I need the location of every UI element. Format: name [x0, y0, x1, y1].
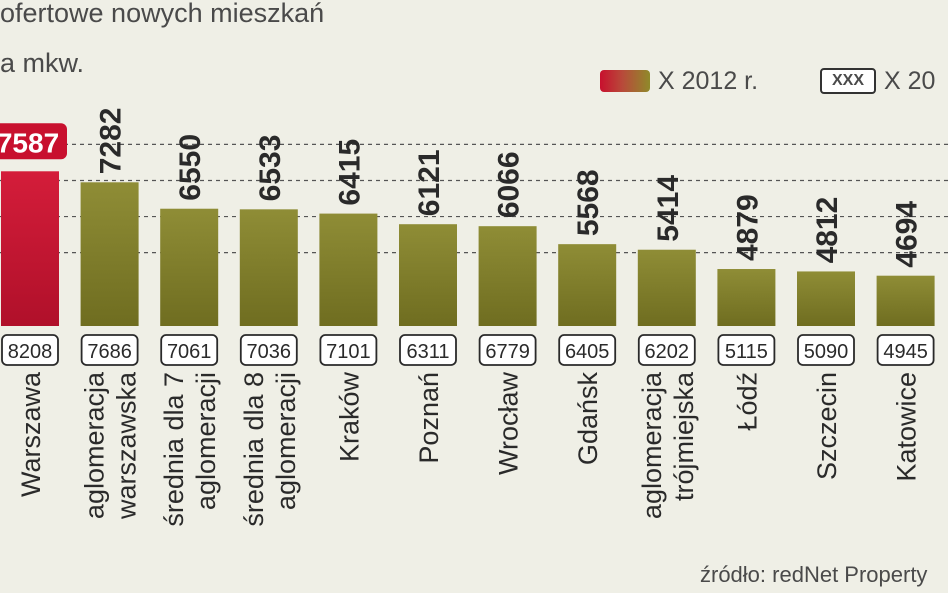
bar-4	[319, 213, 378, 326]
previous-value-11: 4945	[883, 341, 928, 363]
value-label-1: 7282	[95, 108, 128, 175]
previous-box-2	[160, 334, 219, 366]
bar-7	[558, 244, 617, 326]
category-label-8-1: trójmiejska	[669, 371, 699, 501]
value-label-bg-0	[0, 123, 67, 160]
category-label-4-0: Kraków	[334, 371, 364, 462]
previous-box-7	[558, 334, 617, 366]
value-label-8: 5414	[652, 175, 685, 242]
bar-8	[637, 249, 696, 326]
bar-3	[239, 209, 298, 326]
chart-title-line-2: a mkw.	[0, 48, 85, 78]
category-label-0-0: Warszawa	[16, 371, 46, 497]
category-label-6-0: Wrocław	[494, 372, 524, 476]
value-label-3: 6533	[254, 135, 287, 202]
previous-value-4: 7101	[326, 341, 371, 363]
bar-11	[876, 275, 935, 326]
previous-box-0	[1, 334, 59, 366]
previous-value-5: 6311	[406, 341, 449, 363]
value-label-5: 6121	[413, 149, 446, 216]
category-label-1-0: aglomeracja	[80, 371, 110, 519]
bar-2	[160, 208, 219, 326]
value-labels: 7587 7282 6550 6533 6415 6121 6066 5568 5414 4879…	[0, 108, 924, 268]
category-label-2-1: aglomeracji	[191, 372, 221, 510]
category-label-3-1: aglomeracji	[271, 372, 301, 510]
source-note: źródło: redNet Property	[700, 562, 928, 587]
value-label-7: 5568	[572, 169, 605, 236]
category-label-9-0: Łódź	[732, 372, 762, 431]
previous-value-9: 5115	[725, 341, 768, 363]
category-label-8-0: aglomeracja	[637, 371, 667, 519]
chart-title-line-1: ofertowe nowych mieszkań	[0, 0, 325, 28]
legend-swatch-previous: XXX	[820, 68, 876, 94]
bars	[1, 171, 935, 326]
previous-box-11	[876, 334, 935, 366]
previous-box-8	[637, 334, 696, 366]
value-label-10: 4812	[811, 197, 844, 264]
value-label-2: 6550	[174, 134, 207, 201]
previous-value-2: 7061	[167, 341, 212, 363]
category-label-7-0: Gdańsk	[573, 372, 603, 466]
bar-6	[478, 226, 537, 326]
legend-label-current: X 2012 r.	[658, 66, 759, 95]
grid-lines	[0, 143, 948, 254]
category-label-3-0: średnia dla 8	[239, 372, 269, 527]
value-label-0: 7587	[0, 127, 59, 158]
previous-box-3	[239, 334, 298, 366]
bar-9	[717, 269, 776, 326]
category-label-1-1: warszawska	[112, 371, 142, 520]
value-label-6: 6066	[493, 151, 526, 218]
previous-box-9	[717, 334, 776, 366]
previous-box-4	[319, 334, 378, 366]
bar-5	[399, 224, 457, 326]
category-label-10-0: Szczecin	[812, 372, 842, 480]
previous-box-10	[797, 334, 855, 366]
bar-0	[1, 171, 59, 326]
previous-value-boxes: 8208 7686 7061 7036 7101 6311 6779 6405 6202 5115…	[1, 334, 935, 366]
previous-value-3: 7036	[247, 341, 292, 363]
category-label-2-0: średnia dla 7	[159, 372, 189, 527]
category-labels: Warszawa aglomeracja warszawska średnia dla…	[16, 371, 922, 527]
value-label-4: 6415	[333, 139, 366, 206]
category-label-11-0: Katowice	[892, 372, 922, 482]
previous-box-1	[80, 334, 139, 366]
legend-label-previous: X 20	[884, 66, 936, 95]
legend-current: X 2012 r.	[600, 64, 758, 98]
value-label-11: 4694	[891, 201, 924, 268]
legend-previous: XXX X 20	[820, 64, 935, 98]
previous-box-5	[399, 334, 457, 366]
bar-1	[80, 182, 139, 326]
previous-value-10: 5090	[804, 341, 849, 363]
previous-value-0: 8208	[8, 341, 53, 363]
previous-value-1: 7686	[87, 341, 132, 363]
previous-value-6: 6779	[485, 341, 530, 363]
legend-swatch-current	[600, 70, 650, 92]
previous-value-7: 6405	[565, 341, 610, 363]
value-label-9: 4879	[731, 194, 764, 261]
previous-box-6	[478, 334, 537, 366]
category-label-5-0: Poznań	[414, 372, 444, 464]
previous-value-8: 6202	[645, 341, 690, 363]
bar-10	[797, 271, 855, 326]
